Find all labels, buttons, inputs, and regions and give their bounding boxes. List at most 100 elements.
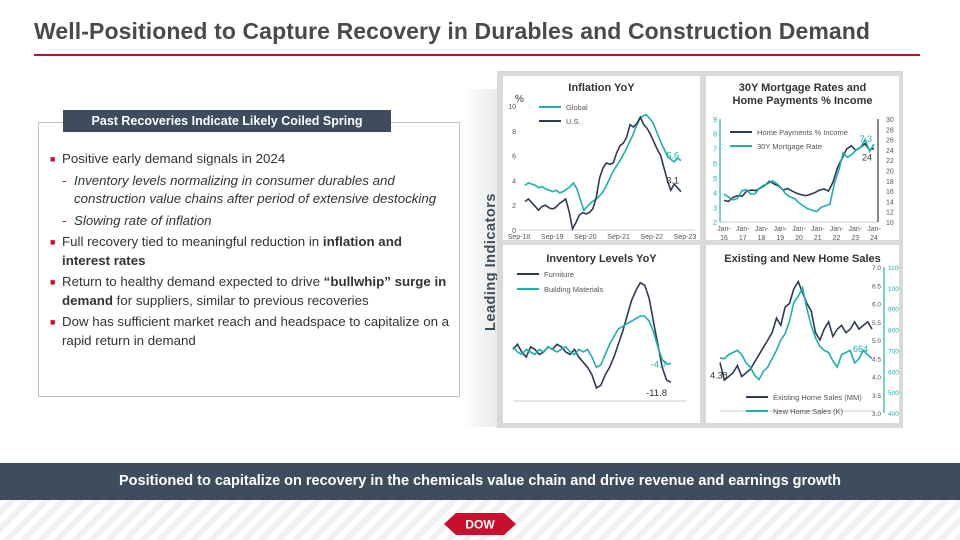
y-tick-left: 6.5	[872, 283, 881, 290]
bullet-item: ■ Dow has sufficient market reach and hea…	[50, 314, 450, 348]
y-tick-right: 20	[886, 169, 894, 176]
y-tick-label: 8	[512, 129, 516, 136]
x-tick-label: Jan-22	[830, 226, 844, 240]
y-tick-right: 600	[888, 369, 899, 376]
title-divider	[34, 54, 920, 56]
series-line-us	[524, 115, 682, 232]
page-title: Well-Positioned to Capture Recovery in D…	[34, 18, 871, 44]
y-tick-right: 16	[886, 189, 894, 196]
bullet-list: ■ Positive early demand signals in 2024 -…	[50, 150, 450, 353]
legend-label: 30Y Mortgage Rate	[757, 142, 822, 151]
chart-title: Inflation YoY	[568, 82, 635, 94]
data-label-global: 5.6	[666, 151, 679, 161]
charts-grid: Inflation YoY % 0 2 4 6 8 10 Sep-18 Sep-19 Sep-20…	[497, 71, 903, 428]
series-line-new-home-sales	[719, 285, 873, 381]
y-tick-label: 0	[512, 228, 516, 235]
dow-logo-diamond	[444, 513, 516, 535]
x-tick-label: Sep-20	[574, 234, 597, 240]
y-tick-left: 3.0	[872, 411, 881, 418]
legend-label: Existing Home Sales (MM)	[773, 393, 862, 402]
data-label-us: 3.1	[666, 176, 679, 186]
y-tick-right: 28	[886, 127, 894, 134]
bullet-item: ■ Full recovery tied to meaningful reduct…	[50, 234, 402, 268]
x-tick-label: Sep-18	[508, 234, 531, 240]
x-tick-label: Sep-19	[541, 234, 564, 240]
legend-label: U.S.	[566, 117, 581, 126]
chart-inventory-plot: Jun-14Dec-15Jun-17Dec-18Jun-20Dec-21Jun-…	[512, 270, 687, 402]
series-line-building-materials	[512, 315, 672, 369]
y-tick-right: 700	[888, 348, 899, 355]
y-tick-right: 1100	[888, 265, 899, 272]
y-tick-right: 18	[886, 179, 894, 186]
y-tick-left: 2	[713, 220, 717, 227]
y-tick-label: 6	[512, 154, 516, 161]
y-tick-left: 7.0	[872, 265, 881, 272]
y-tick-label: 2	[512, 203, 516, 210]
chart-title: Inventory Levels YoY	[546, 253, 657, 265]
bullet-item: ■ Positive early demand signals in 2024	[50, 151, 286, 166]
y-tick-left: 3	[713, 205, 717, 212]
chart-inflation: Inflation YoY % 0 2 4 6 8 10 Sep-18 Sep-19 Sep-20…	[503, 76, 700, 240]
y-tick-left: 6.0	[872, 302, 881, 309]
data-label-mortgage: 7.3	[859, 134, 872, 144]
y-tick-right: 500	[888, 390, 899, 397]
chart-mortgage-plot: 2 3 4 5 6 7 8 9 10 12 14 16 18 20 22 24 26 28 30 Jan-16 Jan-…	[713, 117, 894, 240]
y-tick-right: 22	[886, 158, 894, 165]
y-tick-label: 10	[508, 104, 516, 111]
y-tick-right: 30	[886, 117, 894, 124]
data-label-furniture: -11.8	[646, 388, 667, 399]
x-tick-label: Jan-18	[755, 226, 769, 240]
x-tick-label: Sep-22	[641, 234, 664, 240]
series-line-global	[524, 113, 682, 212]
y-tick-left: 5	[713, 176, 717, 183]
chart-title: 30Y Mortgage Rates and Home Payments % I…	[732, 82, 873, 107]
legend-label: Global	[566, 103, 588, 112]
x-tick-label: Sep-23	[674, 234, 697, 240]
chart-mortgage: 30Y Mortgage Rates and Home Payments % I…	[706, 76, 899, 240]
y-tick-right: 26	[886, 138, 894, 145]
y-tick-left: 8	[713, 132, 717, 139]
y-tick-left: 5.5	[872, 320, 881, 327]
x-tick-label: Jan-20	[792, 226, 806, 240]
x-tick-label: Jan-16	[717, 226, 731, 240]
y-tick-right: 14	[886, 199, 894, 206]
x-tick-label: Jan-19	[773, 226, 787, 240]
x-tick-label: Sep-21	[607, 234, 630, 240]
x-tick-label: Jan-24	[867, 226, 881, 240]
bottom-banner: Positioned to capitalize on recovery in …	[0, 463, 960, 500]
y-tick-left: 3.5	[872, 393, 881, 400]
data-label-payments: 24	[862, 152, 872, 162]
legend-label: New Home Sales (K)	[773, 407, 844, 416]
series-line-existing-home-sales	[719, 279, 873, 382]
y-tick-left: 9	[713, 117, 717, 124]
card-header: Past Recoveries Indicate Likely Coiled S…	[63, 110, 391, 132]
data-label-existing: 4.38	[710, 371, 728, 381]
series-line-furniture	[512, 281, 672, 390]
y-tick-left: 4.5	[872, 356, 881, 363]
dow-logo: DOW	[444, 513, 516, 535]
y-tick-right: 12	[886, 210, 894, 217]
bullet-item: ■ Return to healthy demand expected to dr…	[50, 274, 447, 308]
y-tick-left: 6	[713, 161, 717, 168]
chart-home-sales-plot: 3.0 3.5 4.0 4.5 5.0 5.5 6.0 6.5 7.0 400 500 600 700 8…	[710, 265, 899, 418]
y-axis-label: %	[515, 94, 524, 105]
x-tick-label: Jan-23	[848, 226, 862, 240]
sub-bullet-item: - Inventory levels normalizing in consume…	[62, 172, 437, 207]
chart-inflation-plot: % 0 2 4 6 8 10 Sep-18 Sep-19 Sep-20 Sep-21 Sep-22 Se…	[508, 94, 697, 240]
y-tick-right: 1000	[888, 286, 899, 293]
y-tick-right: 24	[886, 148, 894, 155]
x-tick-label: Jan-21	[811, 226, 825, 240]
y-tick-right: 800	[888, 328, 899, 335]
chart-home-sales: Existing and New Home Sales 3.0 3.5 4.0 4.5…	[706, 245, 899, 423]
chart-title: Existing and New Home Sales	[724, 253, 881, 265]
series-line-home-payments	[723, 142, 875, 203]
legend-label: Building Materials	[544, 285, 603, 294]
data-label-building-materials: -4.7	[651, 360, 667, 371]
sub-bullet-item: - Slowing rate of inflation	[62, 212, 212, 228]
y-tick-left: 4	[713, 191, 717, 198]
y-tick-label: 4	[512, 178, 516, 185]
chart-inventory: Inventory Levels YoY Jun-14Dec-15Jun-17D…	[503, 245, 700, 423]
x-tick-label: Jan-17	[736, 226, 750, 240]
legend-label: Furniture	[544, 270, 574, 279]
series-line-mortgage-rate	[723, 137, 875, 213]
